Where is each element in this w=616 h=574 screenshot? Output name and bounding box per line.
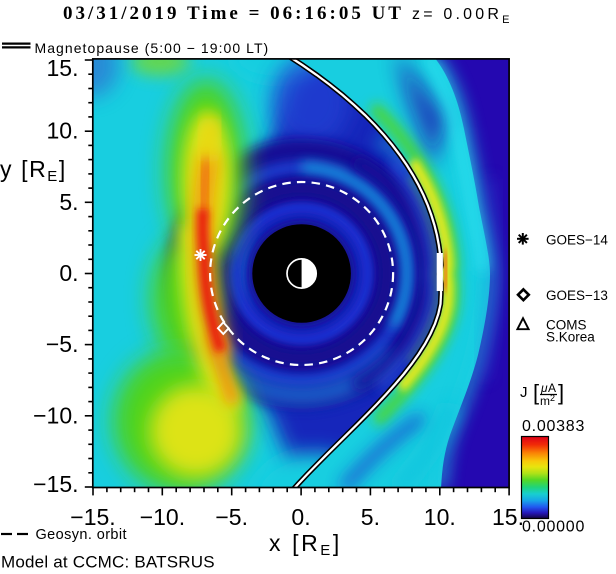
svg-text:]: ] <box>558 380 564 405</box>
svg-text:Geosyn. orbit: Geosyn. orbit <box>36 527 127 543</box>
svg-text:J: J <box>520 384 528 401</box>
svg-text:5.: 5. <box>361 504 380 530</box>
svg-text:z= 0.00RE: z= 0.00RE <box>412 6 513 26</box>
svg-text:Magnetopause (5:00 − 19:00 LT): Magnetopause (5:00 − 19:00 LT) <box>35 40 270 56</box>
svg-text:−15.: −15. <box>70 504 115 530</box>
svg-text:15.: 15. <box>47 55 79 81</box>
svg-text:GOES−14: GOES−14 <box>546 232 608 247</box>
svg-text:−5.: −5. <box>215 504 248 530</box>
svg-text:5.: 5. <box>59 189 78 215</box>
svg-text:10.: 10. <box>47 118 79 144</box>
svg-text:y [RE]: y [RE] <box>0 156 67 185</box>
svg-text:10.: 10. <box>424 504 456 530</box>
svg-text:Model at CCMC: BATSRUS: Model at CCMC: BATSRUS <box>1 553 215 572</box>
svg-text:0.: 0. <box>291 504 310 530</box>
svg-text:COMS: COMS <box>546 318 587 333</box>
svg-text:0.00383: 0.00383 <box>522 418 585 435</box>
svg-text:[: [ <box>533 380 539 405</box>
svg-text:m: m <box>540 394 550 408</box>
svg-text:GOES−13: GOES−13 <box>546 288 608 303</box>
svg-text:μ: μ <box>540 381 548 395</box>
svg-text:0.00000: 0.00000 <box>522 519 585 536</box>
svg-text:x [RE]: x [RE] <box>269 530 342 559</box>
svg-text:15.: 15. <box>492 504 524 530</box>
svg-text:A: A <box>548 381 556 395</box>
svg-text:S.Korea: S.Korea <box>546 330 595 345</box>
svg-text:−15.: −15. <box>33 471 78 497</box>
svg-text:−5.: −5. <box>46 331 79 357</box>
svg-text:03/31/2019 Time = 06:16:05 UT: 03/31/2019 Time = 06:16:05 UT <box>63 3 404 24</box>
svg-text:−10.: −10. <box>33 402 78 428</box>
svg-text:−10.: −10. <box>140 504 185 530</box>
svg-text:0.: 0. <box>59 260 78 286</box>
svg-text:2: 2 <box>550 393 555 403</box>
